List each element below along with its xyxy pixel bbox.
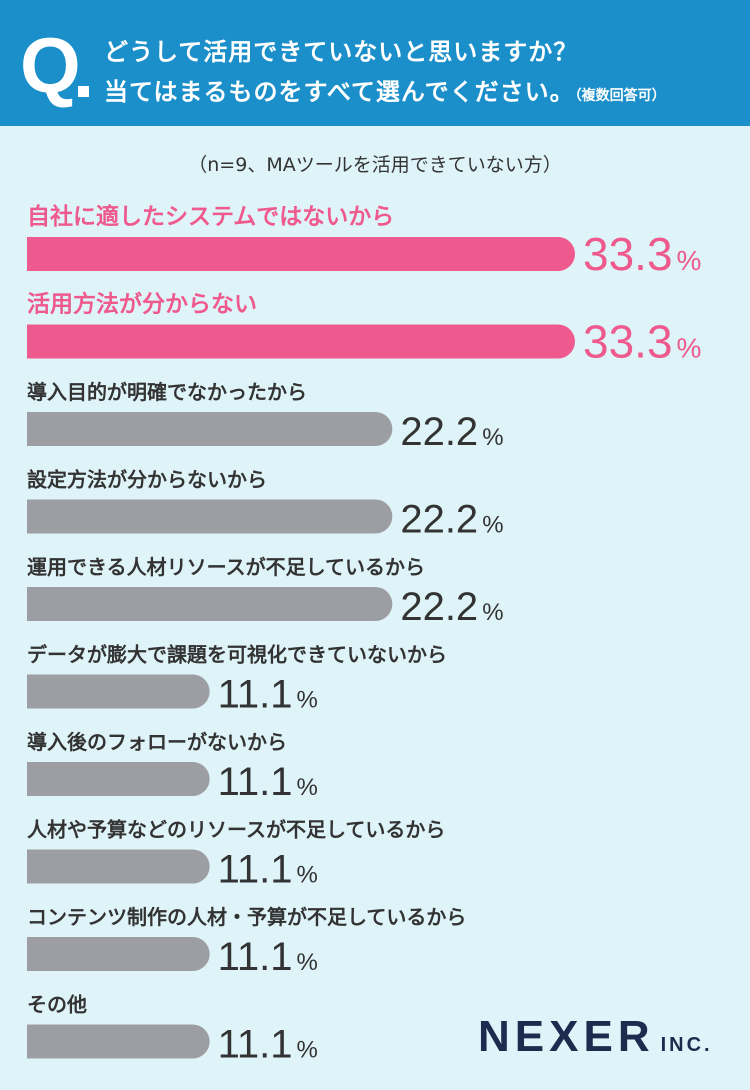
nexer-logo: NEXER INC. — [478, 1012, 713, 1062]
value-number: 22.2 — [400, 410, 478, 454]
value-number: 11.1 — [218, 848, 293, 892]
bar — [27, 499, 393, 534]
value-label: 11.1% — [218, 673, 318, 717]
value-label: 22.2% — [400, 410, 503, 454]
value-unit: % — [297, 862, 318, 889]
value-number: 11.1 — [218, 1023, 293, 1067]
value-unit: % — [297, 687, 318, 714]
bar — [27, 937, 210, 971]
question-header: Q どうして活用できていないと思いますか？ 当てはまるものをすべて選んでください… — [0, 0, 750, 126]
value-label: 11.1% — [218, 760, 318, 804]
category-label: 導入目的が明確でなかったから — [27, 380, 307, 404]
value-unit: % — [677, 245, 702, 276]
value-label: 33.3% — [583, 316, 701, 368]
value-number: 11.1 — [218, 935, 293, 979]
category-label: データが膨大で課題を可視化できていないから — [27, 643, 447, 667]
bar — [27, 237, 575, 271]
value-number: 11.1 — [218, 673, 293, 717]
value-label: 11.1% — [218, 935, 318, 979]
value-number: 22.2 — [400, 498, 478, 542]
value-unit: % — [482, 512, 503, 539]
question-line-2: 当てはまるものをすべて選んでください。（複数回答可） — [104, 72, 666, 107]
value-label: 33.3% — [583, 228, 701, 280]
value-unit: % — [297, 1037, 318, 1064]
bar — [27, 324, 575, 359]
value-number: 11.1 — [218, 760, 293, 804]
value-unit: % — [297, 949, 318, 976]
value-label: 11.1% — [218, 1023, 318, 1067]
bar — [27, 674, 210, 709]
value-number: 33.3 — [583, 228, 673, 280]
value-unit: % — [482, 424, 503, 451]
question-note: （複数回答可） — [574, 88, 666, 104]
category-label: その他 — [27, 993, 87, 1017]
question-line-1: どうして活用できていないと思いますか？ — [104, 38, 579, 66]
category-label: 自社に適したシステムではないから — [27, 203, 394, 230]
value-unit: % — [677, 333, 702, 364]
category-label: 導入後のフォローがないから — [27, 730, 287, 754]
value-number: 22.2 — [400, 585, 478, 629]
question-line-2-text: 当てはまるものをすべて選んでください。 — [104, 78, 575, 106]
value-unit: % — [482, 599, 503, 626]
sample-note: （n=9、MAツールを活用できていない方） — [188, 154, 562, 176]
bar — [27, 762, 210, 796]
category-label: 人材や予算などのリソースが不足しているから — [27, 818, 445, 842]
question-mark: Q — [20, 21, 81, 109]
value-label: 22.2% — [400, 585, 503, 629]
category-label: 運用できる人材リソースが不足しているから — [27, 555, 425, 579]
category-label: コンテンツ制作の人材・予算が不足しているから — [27, 905, 466, 929]
value-number: 33.3 — [583, 316, 673, 368]
value-unit: % — [297, 774, 318, 801]
bar — [27, 849, 210, 884]
value-label: 22.2% — [400, 498, 503, 542]
question-dot — [78, 86, 89, 97]
bar — [27, 412, 393, 446]
logo-suffix-text: INC. — [660, 1034, 713, 1056]
category-label: 活用方法が分からない — [27, 291, 257, 318]
category-label: 設定方法が分からないから — [27, 468, 267, 492]
bar — [27, 1024, 210, 1059]
bar — [27, 587, 393, 621]
logo-main-text: NEXER — [478, 1012, 655, 1061]
value-label: 11.1% — [218, 848, 318, 892]
